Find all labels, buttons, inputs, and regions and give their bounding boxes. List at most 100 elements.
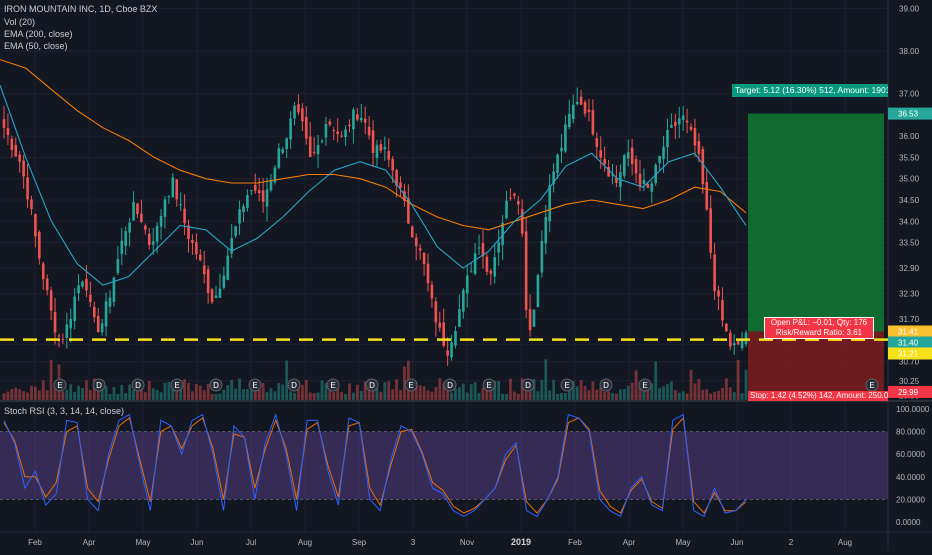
marker-letter: E bbox=[486, 381, 491, 390]
open-pl-box[interactable]: Open P&L: −0.01, Qty: 176 Risk/Reward Ra… bbox=[764, 317, 874, 339]
volume-bar bbox=[477, 392, 481, 400]
time-tick: Jul bbox=[246, 538, 256, 547]
candle-body bbox=[250, 190, 253, 192]
candle-body bbox=[320, 140, 324, 142]
candle-body bbox=[2, 119, 6, 128]
stop-zone bbox=[748, 331, 884, 392]
candle-body bbox=[49, 290, 53, 311]
volume-bar bbox=[713, 391, 716, 400]
marker-letter: D bbox=[213, 381, 219, 390]
volume-bar bbox=[391, 389, 395, 400]
volume-bar bbox=[226, 384, 230, 400]
volume-bar bbox=[532, 379, 536, 400]
candle-body bbox=[670, 125, 673, 128]
volume-bar bbox=[112, 387, 116, 400]
legend-ema50[interactable]: EMA (50, close) bbox=[4, 41, 68, 51]
candle-body bbox=[132, 201, 135, 221]
volume-bar bbox=[246, 389, 249, 400]
volume-bar bbox=[206, 383, 210, 400]
volume-bar bbox=[65, 389, 69, 400]
volume-bar bbox=[662, 386, 665, 400]
volume-bar bbox=[673, 390, 677, 400]
candle-body bbox=[81, 281, 84, 287]
stoch-k-line bbox=[3, 412, 747, 518]
stop-label[interactable]: Stop: 1.42 (4.52%) 142, Amount: 250.08 bbox=[748, 391, 888, 401]
candle-body bbox=[265, 189, 269, 207]
candle-body bbox=[560, 147, 563, 152]
volume-bar bbox=[183, 379, 186, 400]
volume-bar bbox=[265, 392, 269, 400]
candle-body bbox=[14, 145, 18, 157]
volume-bar bbox=[234, 388, 238, 400]
volume-bar bbox=[10, 388, 14, 400]
price-tag-label: 36.53 bbox=[898, 110, 919, 119]
price-tick: 39.00 bbox=[899, 5, 920, 14]
candle-body bbox=[61, 338, 65, 340]
candle-body bbox=[242, 206, 245, 213]
candle-body bbox=[171, 177, 175, 198]
dividend-marker bbox=[521, 378, 535, 392]
candle-body bbox=[497, 242, 500, 253]
volume-bar bbox=[705, 389, 709, 400]
candle-body bbox=[379, 144, 383, 151]
target-label[interactable]: Target: 5.12 (16.30%) 512, Amount: 1901. bbox=[732, 84, 888, 97]
candle-body bbox=[516, 201, 520, 205]
candle-body bbox=[595, 138, 599, 147]
candle-body bbox=[163, 199, 167, 217]
volume-bar bbox=[595, 389, 599, 400]
volume-bar bbox=[485, 387, 489, 400]
symbol-title[interactable]: IRON MOUNTAIN INC, 1D, Cboe BZX bbox=[4, 4, 158, 14]
osc-tick: 0.0000 bbox=[896, 518, 921, 527]
candle-body bbox=[100, 323, 104, 333]
volume-bar bbox=[53, 387, 57, 400]
volume-bar bbox=[740, 393, 744, 400]
volume-bar bbox=[607, 391, 610, 400]
volume-bar bbox=[599, 387, 603, 400]
candle-body bbox=[599, 150, 603, 158]
candle-body bbox=[269, 179, 273, 191]
volume-bar bbox=[693, 383, 697, 400]
volume-bar bbox=[85, 380, 88, 400]
earnings-marker bbox=[326, 378, 340, 392]
candle-body bbox=[532, 309, 536, 327]
candle-body bbox=[383, 147, 387, 150]
price-tag bbox=[888, 107, 932, 120]
candle-body bbox=[736, 340, 740, 345]
volume-bar bbox=[175, 386, 179, 400]
volume-bar bbox=[579, 380, 583, 400]
volume-bar bbox=[257, 389, 261, 400]
candle-body bbox=[179, 204, 182, 206]
candle-body bbox=[104, 301, 108, 327]
volume-bar bbox=[210, 393, 214, 400]
candle-body bbox=[65, 324, 69, 338]
volume-bar bbox=[414, 381, 418, 400]
volume-bar bbox=[438, 378, 442, 400]
volume-bar bbox=[22, 391, 26, 400]
volume-bar bbox=[132, 390, 135, 400]
volume-bar bbox=[717, 390, 720, 400]
volume-bar bbox=[583, 385, 587, 400]
legend-ema200[interactable]: EMA (200, close) bbox=[4, 29, 73, 39]
candle-body bbox=[96, 316, 100, 332]
volume-bar bbox=[344, 393, 347, 400]
candle-body bbox=[312, 151, 316, 153]
marker-letter: E bbox=[564, 381, 569, 390]
ema200-line bbox=[0, 59, 747, 231]
volume-bar bbox=[171, 386, 175, 400]
candle-body bbox=[234, 226, 237, 236]
volume-bar bbox=[516, 393, 520, 400]
legend-stoch-rsi[interactable]: Stoch RSI (3, 3, 14, 14, close) bbox=[4, 406, 125, 416]
volume-bar bbox=[300, 384, 304, 400]
price-tick: 32.90 bbox=[899, 264, 920, 273]
volume-bar bbox=[320, 380, 324, 400]
time-tick: 3 bbox=[411, 538, 416, 547]
ema50-line bbox=[0, 84, 747, 286]
candle-body bbox=[316, 144, 320, 155]
volume-bar bbox=[461, 383, 465, 400]
candle-body bbox=[38, 232, 41, 259]
legend-volume[interactable]: Vol (20) bbox=[4, 17, 36, 27]
candle-body bbox=[732, 343, 736, 346]
volume-bar bbox=[304, 380, 308, 400]
